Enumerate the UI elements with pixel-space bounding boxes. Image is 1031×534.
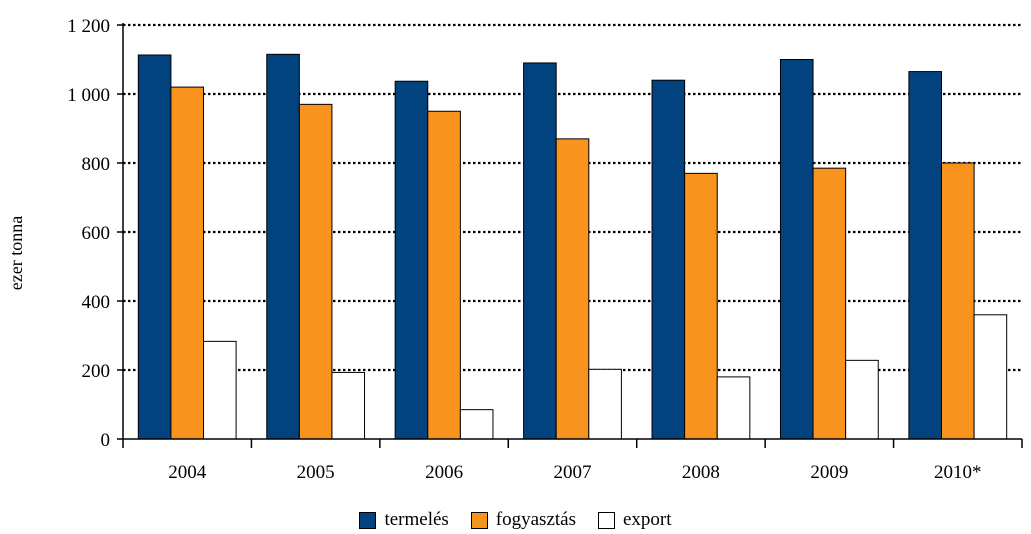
bar-termelés-2006 [394,80,429,440]
x-tick-label: 2004 [168,462,207,483]
bar-fogyasztás-2008 [684,172,718,440]
bar-export-2008 [716,376,751,440]
bar-export-2007 [588,368,622,440]
legend-label-termeles: termelés [384,509,449,530]
y-tick-label: 600 [82,223,111,244]
legend-swatch-termeles [359,511,377,529]
y-tick-label: 1 200 [67,16,110,37]
y-tick-label: 1 000 [67,85,110,106]
bar-fogyasztás-2009 [812,167,847,440]
bar-termelés-2007 [523,62,557,440]
tick-labels: 0 200 400 600 800 1 000 1 200 2004 2005 2006 2007 2… [67,16,981,483]
bar-fogyasztás-2004 [170,86,205,440]
legend-swatch-fogyasztas [470,511,488,529]
legend: termelés fogyasztás export [0,506,1031,534]
x-tick-label: 2009 [810,462,848,483]
legend-item-termeles: termelés [359,509,449,531]
bar-export-2005 [331,371,366,440]
legend-label-export: export [623,509,672,530]
x-tick-label: 2010* [934,462,982,483]
y-tick-label: 800 [82,154,111,175]
bar-termelés-2010* [908,71,942,440]
bar-export-2009 [845,359,879,440]
bars [137,53,1008,440]
bar-termelés-2005 [266,53,300,440]
bar-export-2006 [459,409,494,440]
y-tick-label: 200 [82,361,111,382]
bar-fogyasztás-2006 [427,110,461,440]
bar-termelés-2009 [779,59,814,440]
legend-swatch-export [598,511,615,529]
y-tick-label: 0 [101,430,111,451]
x-tick-label: 2005 [297,462,335,483]
chart: 0 200 400 600 800 1 000 1 200 2004 2005 2006 2007 2… [6,16,1023,483]
bar-fogyasztás-2010* [940,162,975,440]
bar-export-2010* [973,314,1008,440]
x-tick-label: 2007 [554,462,592,483]
legend-label-fogyasztas: fogyasztás [495,509,576,530]
y-axis-label: ezer tonna [6,216,26,290]
bar-termelés-2008 [651,79,686,440]
y-tick-label: 400 [82,292,111,313]
x-tick-label: 2008 [682,462,720,483]
axes [117,23,1023,448]
x-tick-label: 2006 [425,462,463,483]
bar-fogyasztás-2005 [298,103,333,440]
bar-export-2004 [203,340,237,440]
legend-item-export: export [598,509,672,531]
bar-fogyasztás-2007 [555,138,590,440]
bar-termelés-2004 [137,54,172,440]
legend-item-fogyasztas: fogyasztás [470,509,576,531]
